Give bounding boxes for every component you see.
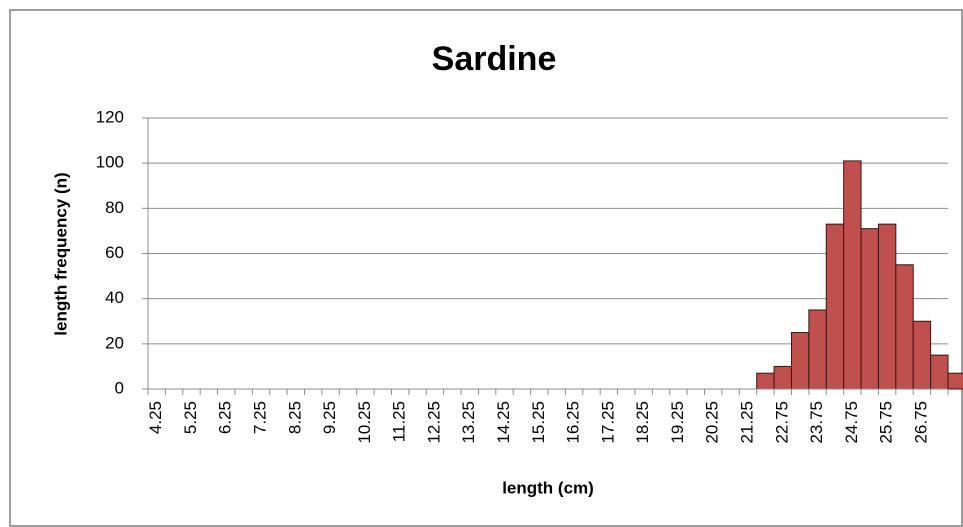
y-tick-label: 100 xyxy=(96,153,124,172)
bar xyxy=(808,309,827,390)
bar xyxy=(756,372,775,390)
chart-frame xyxy=(9,9,963,527)
x-tick-label: 22.75 xyxy=(772,401,791,444)
x-axis-label: length (cm) xyxy=(502,478,594,497)
x-tick-label: 25.75 xyxy=(877,401,896,444)
bar xyxy=(773,365,792,390)
x-tick-label: 13.25 xyxy=(459,401,478,444)
y-tick-label: 40 xyxy=(105,288,124,307)
x-tick-label: 7.25 xyxy=(251,401,270,434)
chart-title: Sardine xyxy=(432,40,557,78)
y-tick-label: 80 xyxy=(105,198,124,217)
bar xyxy=(843,160,862,390)
bar xyxy=(930,354,949,390)
x-tick-label: 5.25 xyxy=(181,401,200,434)
y-axis-label: length frequency (n) xyxy=(51,172,70,335)
x-tick-label: 4.25 xyxy=(146,401,165,434)
bar xyxy=(947,372,963,390)
x-tick-label: 16.25 xyxy=(564,401,583,444)
x-tick-label: 17.25 xyxy=(598,401,617,444)
x-tick-label: 6.25 xyxy=(216,401,235,434)
bar xyxy=(790,332,810,390)
x-tick-label: 9.25 xyxy=(320,401,339,434)
x-tick-label: 14.25 xyxy=(494,401,513,444)
x-tick-label: 10.25 xyxy=(355,401,374,444)
x-tick-label: 26.75 xyxy=(911,401,930,444)
x-tick-label: 12.25 xyxy=(424,401,443,444)
x-tick-label: 19.25 xyxy=(668,401,687,444)
bar xyxy=(860,228,879,390)
x-tick-label: 11.25 xyxy=(390,401,409,442)
y-tick-label: 0 xyxy=(115,378,124,397)
x-tick-label: 24.75 xyxy=(842,401,861,444)
bar xyxy=(912,320,932,390)
x-tick-label: 8.25 xyxy=(285,401,304,434)
x-tick-label: 20.25 xyxy=(703,401,722,444)
y-tick-label: 20 xyxy=(105,333,124,352)
x-tick-label: 21.25 xyxy=(737,401,756,444)
x-tick-label: 23.75 xyxy=(807,401,826,444)
bar xyxy=(825,223,845,390)
x-tick-label: 18.25 xyxy=(633,401,652,444)
bar xyxy=(895,264,914,390)
bar xyxy=(877,223,897,390)
y-tick-label: 120 xyxy=(96,107,124,126)
x-tick-label: 15.25 xyxy=(529,401,548,444)
y-tick-label: 60 xyxy=(105,243,124,262)
